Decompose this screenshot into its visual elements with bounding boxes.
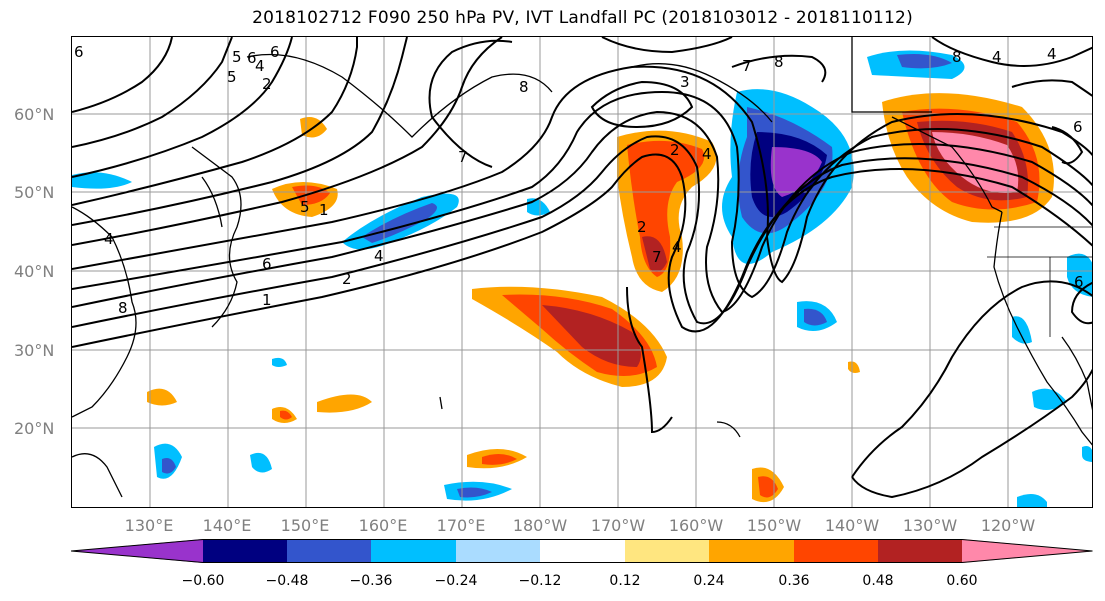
- contour-label: 7: [652, 248, 662, 266]
- chart-title: 2018102712 F090 250 hPa PV, IVT Landfall…: [252, 8, 913, 28]
- lat-label: 30°N: [14, 341, 55, 360]
- colorbar-segment: [878, 539, 962, 563]
- colorbar-tick: −0.12: [518, 573, 562, 589]
- colorbar-outline: [71, 539, 1093, 563]
- colorbar-tick: 0.36: [778, 573, 810, 589]
- lon-label: 160°W: [668, 516, 724, 535]
- lon-label: 180°W: [512, 516, 568, 535]
- contour-label: 8: [952, 48, 962, 66]
- colorbar-tick: 0.24: [693, 573, 725, 589]
- colorbar-segment: [709, 539, 794, 563]
- colorbar-tick: 0.12: [609, 573, 641, 589]
- contour-label: 4: [104, 230, 114, 248]
- lat-label: 50°N: [14, 183, 55, 202]
- pos-anomaly-s1: [147, 388, 177, 406]
- contour-label: 2: [262, 75, 272, 93]
- contour-label: 3: [680, 73, 690, 91]
- contour-label: 4: [255, 57, 265, 75]
- contour-label: 4: [672, 238, 682, 256]
- colorbar-segment: [371, 539, 456, 563]
- contour-label: 1: [319, 201, 329, 219]
- colorbar-segment: [456, 539, 540, 563]
- contour-label: 2: [342, 270, 352, 288]
- contour-label: 6: [74, 43, 84, 61]
- colorbar-tick: −0.48: [265, 573, 309, 589]
- contour-label: 2: [670, 141, 680, 159]
- contour-label: 4: [1047, 45, 1057, 63]
- lat-label: 40°N: [14, 262, 55, 281]
- contour-label: 4: [702, 145, 712, 163]
- lon-label: 130°E: [124, 516, 174, 535]
- shaded-anomalies: [72, 50, 1092, 507]
- colorbar-tick: −0.24: [434, 573, 478, 589]
- contour-label: 6: [1073, 118, 1083, 136]
- lon-label: 140°E: [202, 516, 252, 535]
- contour-label: 8: [774, 53, 784, 71]
- contour-label: 8: [519, 78, 529, 96]
- colorbar-segment: [625, 539, 709, 563]
- contour-label: 4: [992, 48, 1002, 66]
- contour-label: 5: [232, 48, 242, 66]
- contour-label-group: 6 5 4 6 2 7 8 3 2 7 8 4 4 1 4 6 2 1 8 5 …: [74, 43, 1084, 317]
- colorbar-segment: [287, 539, 371, 563]
- grid-lines: [72, 37, 1092, 507]
- lon-label: 140°W: [824, 516, 880, 535]
- contour-label: 4: [374, 247, 384, 265]
- lon-label: 120°W: [980, 516, 1036, 535]
- map-panel: 6 5 4 6 2 7 8 3 2 7 8 4 4 1 4 6 2 1 8 5 …: [71, 36, 1093, 508]
- lon-label: 130°W: [902, 516, 958, 535]
- colorbar-tick: −0.36: [349, 573, 393, 589]
- colorbar-segment: [794, 539, 878, 563]
- contour-label: 6: [1074, 273, 1084, 291]
- contour-label: 6: [270, 43, 280, 61]
- colorbar-tick: 0.48: [862, 573, 894, 589]
- contour-label: 5: [227, 68, 237, 86]
- colorbar-segment: [962, 539, 1093, 563]
- map-svg: 6 5 4 6 2 7 8 3 2 7 8 4 4 1 4 6 2 1 8 5 …: [72, 37, 1092, 507]
- lon-label: 150°W: [746, 516, 802, 535]
- contour-label: 6: [247, 49, 257, 67]
- contour-label: 1: [262, 291, 272, 309]
- lon-label: 150°E: [280, 516, 330, 535]
- colorbar-svg: [71, 539, 1093, 563]
- contour-label: 5: [300, 198, 310, 216]
- contour-label: 6: [262, 255, 272, 273]
- lon-label: 170°W: [590, 516, 646, 535]
- contour-label: 8: [118, 299, 128, 317]
- contour-label: 2: [637, 218, 647, 236]
- lon-label: 160°E: [358, 516, 408, 535]
- colorbar-tick: −0.60: [181, 573, 225, 589]
- contour-lines: [72, 37, 1092, 499]
- contour-label: 7: [458, 148, 468, 166]
- map-coastlines: [72, 37, 1092, 498]
- colorbar-segment: [540, 539, 625, 563]
- colorbar: [71, 539, 1093, 563]
- colorbar-segment: [71, 539, 203, 563]
- lat-label: 20°N: [14, 419, 55, 438]
- lat-label: 60°N: [14, 105, 55, 124]
- contour-label: 7: [742, 57, 752, 75]
- state-borders: [987, 226, 1092, 337]
- colorbar-tick: 0.60: [946, 573, 978, 589]
- lon-label: 170°E: [436, 516, 486, 535]
- colorbar-segment: [203, 539, 287, 563]
